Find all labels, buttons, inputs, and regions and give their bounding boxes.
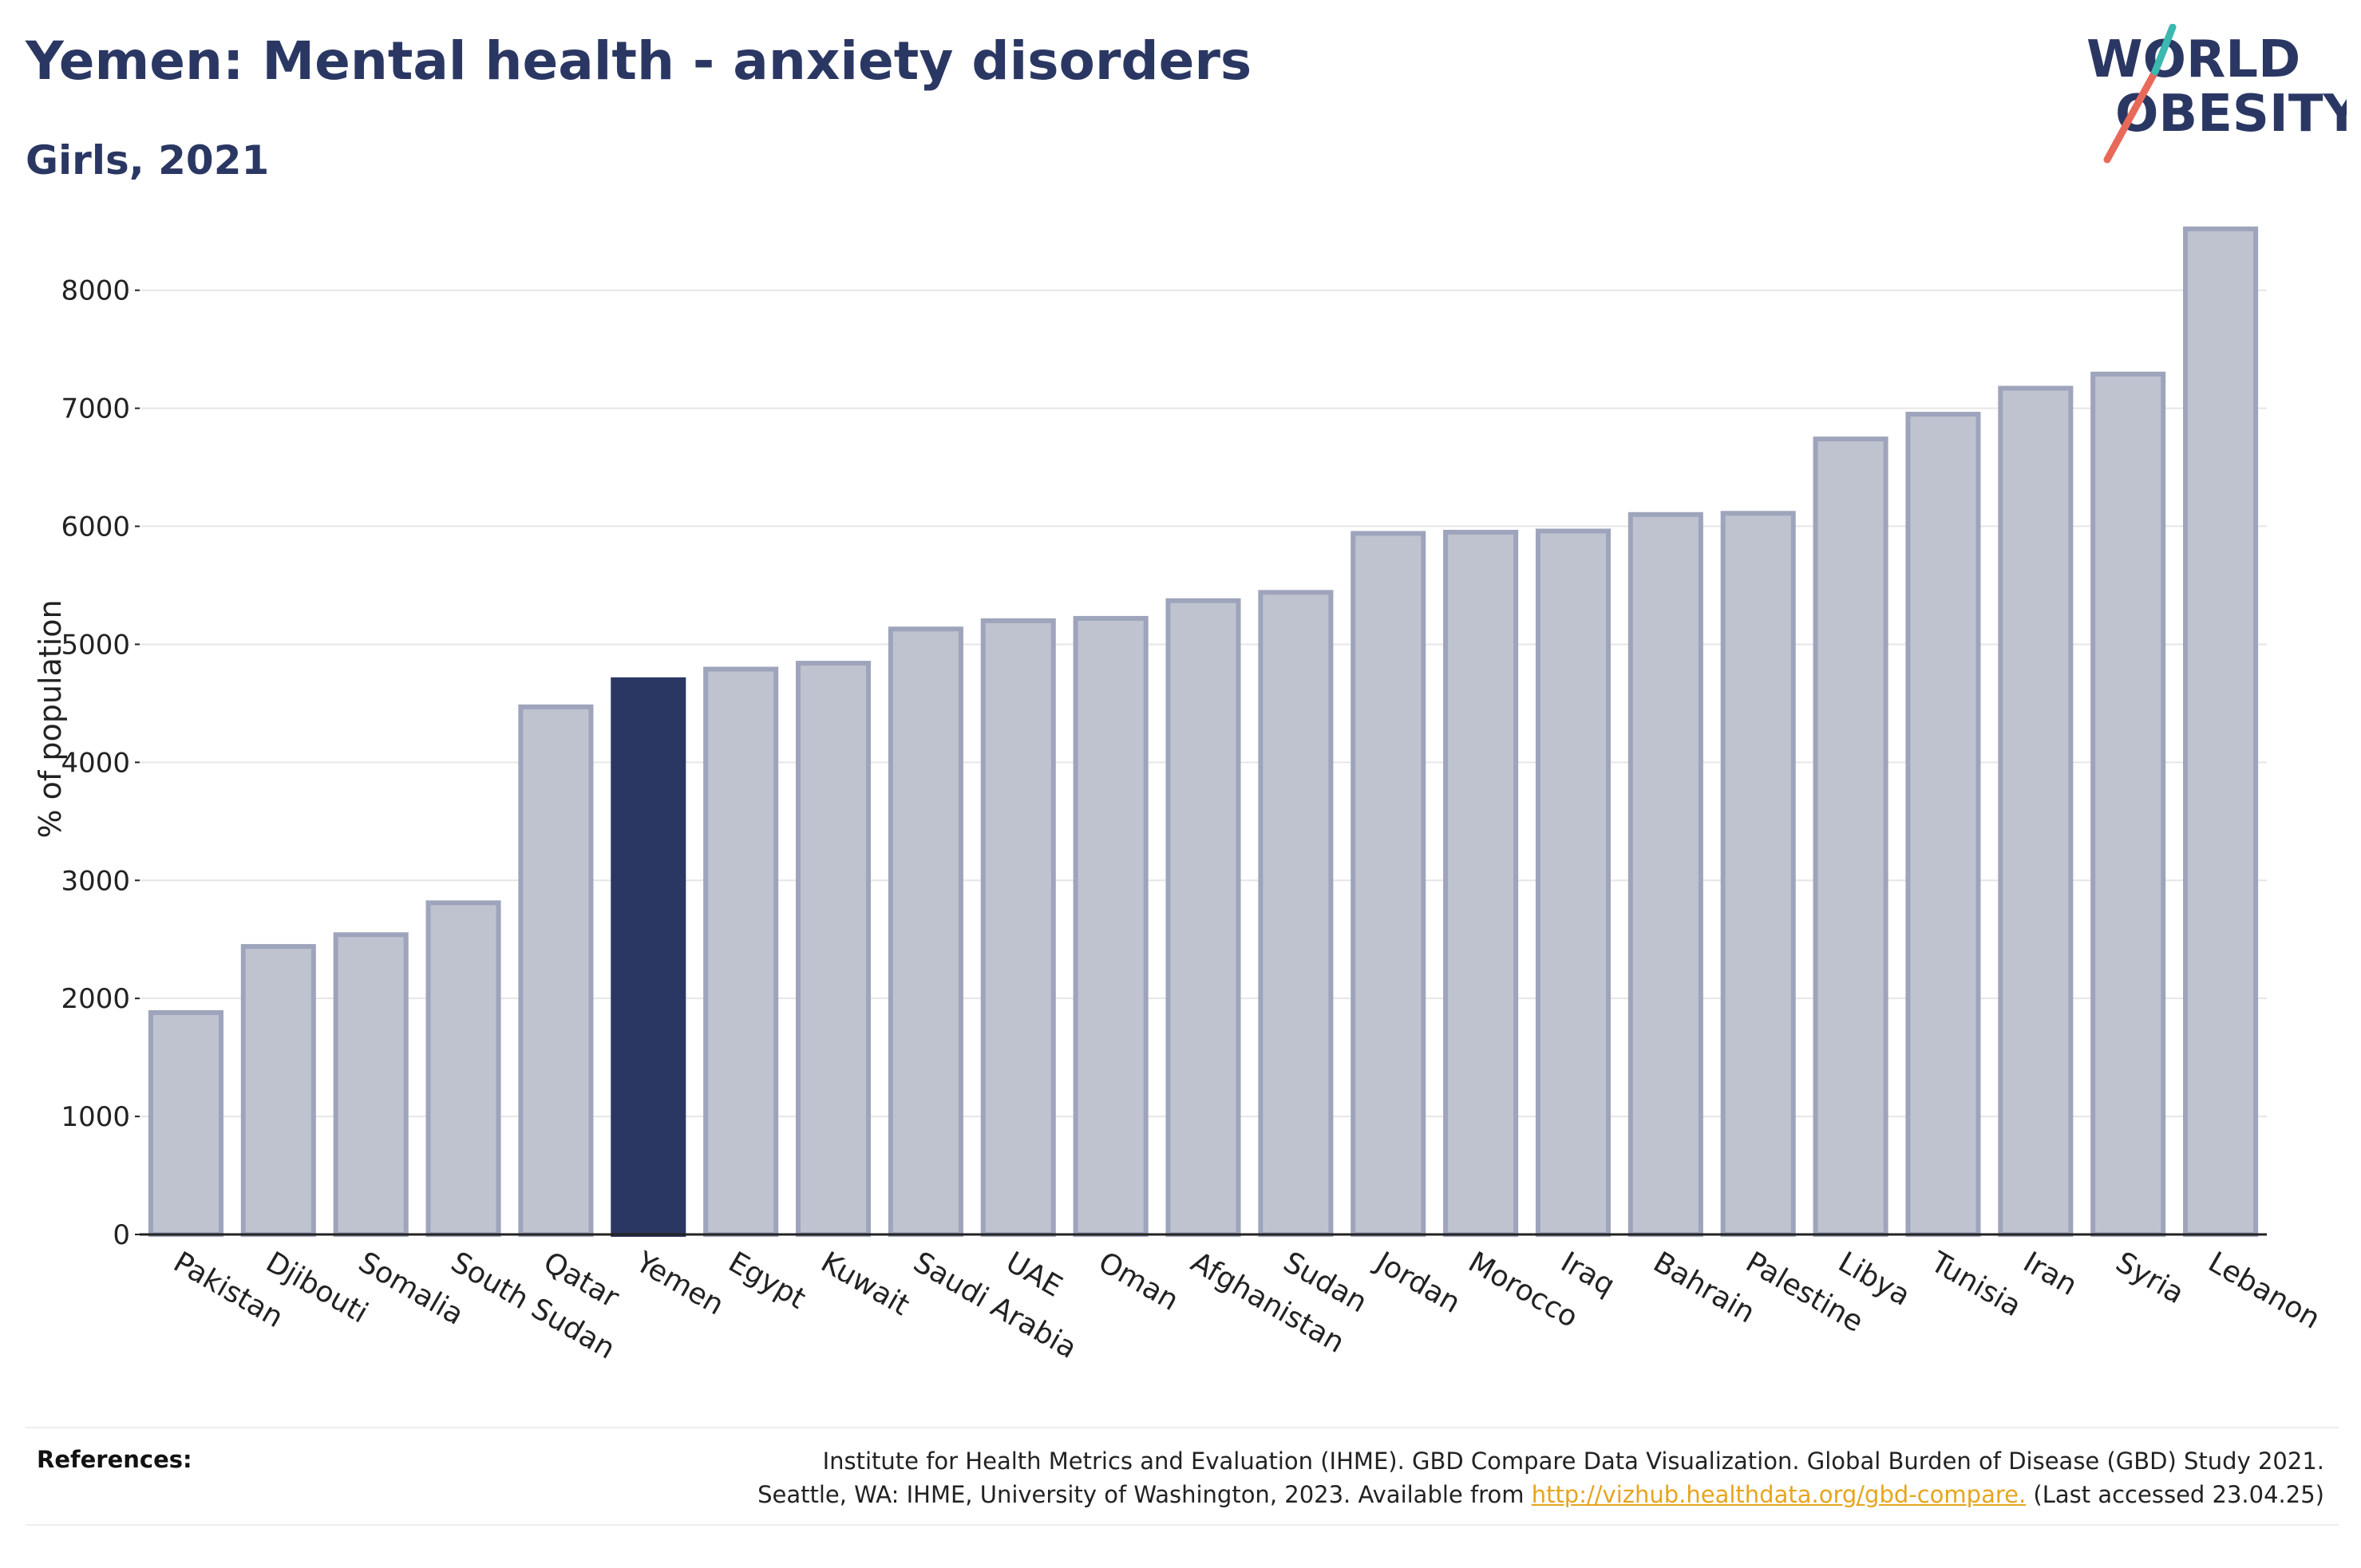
x-tick-label: Iran [2018,1246,2082,1302]
x-tick-label: Jordan [1369,1245,1465,1320]
references-line-2: Seattle, WA: IHME, University of Washing… [488,1478,2324,1511]
bar-somalia [333,932,409,1237]
bar-oman [1073,615,1149,1237]
bar-iran [1998,385,2074,1238]
bar-afghanistan [1165,598,1241,1237]
bar-pakistan [148,1009,223,1238]
bar-jordan [1351,531,1426,1237]
x-tick-label: Saudi Arabia [908,1246,1082,1365]
chart-subtitle: Girls, 2021 [26,137,270,184]
bar-tunisia [1905,412,1981,1237]
x-tick-label: Iraq [1555,1246,1619,1302]
bar-morocco [1443,529,1519,1237]
logo-line-1: WORLD [2086,30,2300,89]
bar-qatar [518,704,594,1237]
y-tick-label: 4000 [61,747,130,779]
references-link[interactable]: http://vizhub.healthdata.org/gbd-compare… [1531,1481,2027,1509]
y-tick-label: 7000 [61,393,130,425]
logo-slash-teal [2151,24,2177,76]
references-line-2-suffix: (Last accessed 23.04.25) [2026,1481,2324,1509]
bar-lebanon [2183,226,2259,1238]
bar-saudi-arabia [888,626,963,1237]
bar-iraq [1535,528,1612,1237]
references-label: References: [37,1446,192,1473]
footer-divider-top [26,1427,2339,1428]
bar-libya [1813,436,1888,1237]
references-line-1: Institute for Health Metrics and Evaluat… [822,1448,2324,1475]
chart-title: Yemen: Mental health - anxiety disorders [26,30,1252,92]
x-tick-label: Kuwait [816,1246,916,1322]
bar-palestine [1720,511,1796,1237]
bars [148,226,2259,1238]
bar-south-sudan [425,900,501,1237]
bar-egypt [703,666,779,1237]
x-tick-label: Egypt [723,1246,811,1315]
y-tick-label: 5000 [61,629,130,661]
y-tick-label: 2000 [61,983,130,1015]
bar-uae [980,618,1056,1237]
bar-syria [2090,371,2166,1237]
y-tick-label: 0 [113,1219,130,1251]
x-tick-label: Lebanon [2203,1246,2326,1336]
x-tick-label: Bahrain [1647,1246,1760,1329]
footer-divider-bottom [26,1524,2339,1526]
x-tick-label: Oman [1093,1246,1184,1317]
y-tick-label: 1000 [61,1101,130,1133]
logo-line-2: OBESITY [2115,85,2347,144]
references-line-2-prefix: Seattle, WA: IHME, University of Washing… [757,1481,1532,1509]
bar-kuwait [795,661,872,1237]
logo-slash-red [2103,68,2159,164]
y-tick-label: 6000 [61,511,130,543]
references-text: Institute for Health Metrics and Evaluat… [488,1444,2324,1511]
bar-chart: 0 1000 2000 3000 4000 5000 6000 7000 8000 Pakist… [33,226,2326,1366]
x-tick-label: Somalia [353,1246,469,1332]
y-tick-label: 8000 [61,275,130,307]
bar-yemen [611,677,686,1237]
x-tick-label: Yemen [630,1246,730,1322]
bar-sudan [1258,590,1334,1237]
y-axis-title: % of population [33,599,68,838]
bar-djibouti [240,944,316,1237]
x-tick-label: Tunisia [1924,1246,2027,1323]
y-tick-label: 3000 [61,865,130,897]
bar-bahrain [1627,511,1703,1237]
y-axis-ticks: 0 1000 2000 3000 4000 5000 6000 7000 8000 [61,275,140,1251]
x-tick-label: Syria [2110,1246,2189,1310]
world-obesity-logo: WORLD OBESITY [2086,24,2347,164]
